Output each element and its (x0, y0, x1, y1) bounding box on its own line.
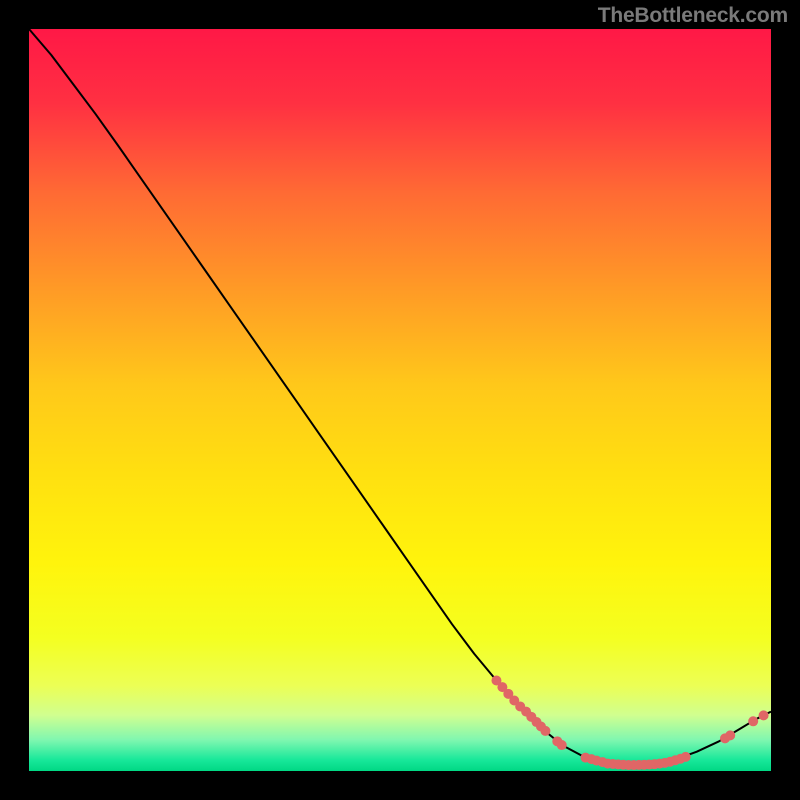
data-marker (759, 710, 769, 720)
watermark-text: TheBottleneck.com (598, 4, 788, 28)
plot-area (29, 29, 771, 771)
data-marker (681, 752, 691, 762)
data-marker (557, 740, 567, 750)
data-marker (540, 726, 550, 736)
data-marker (725, 730, 735, 740)
data-marker (748, 716, 758, 726)
bottleneck-chart (0, 0, 800, 800)
